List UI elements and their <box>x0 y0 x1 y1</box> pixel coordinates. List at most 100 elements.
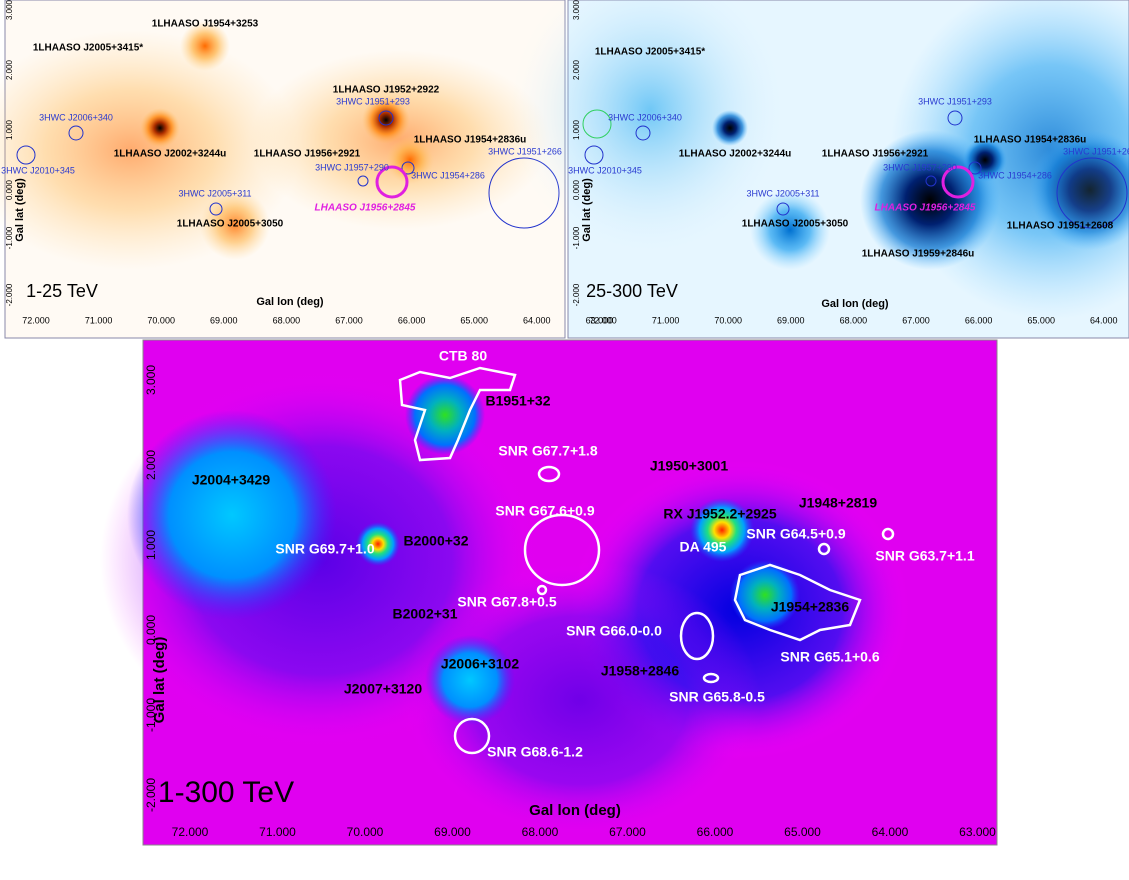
x-tick-label: 65.000 <box>784 825 821 839</box>
y-tick-label: 0.000 <box>5 179 14 200</box>
x-tick-label: 72.000 <box>589 315 617 325</box>
x-tick-label: 63.000 <box>959 825 996 839</box>
source-label: 1LHAASO J1959+2846u <box>862 249 975 260</box>
x-tick-label: 68.000 <box>840 315 868 325</box>
source-label: DA 495 <box>680 539 727 555</box>
source-label: LHAASO J1956+2845 <box>315 203 416 214</box>
source-label: SNR G66.0-0.0 <box>566 623 662 639</box>
source-label: SNR G65.1+0.6 <box>780 649 879 665</box>
emission <box>140 108 180 148</box>
x-tick-label: 65.000 <box>1027 315 1055 325</box>
x-axis-label: Gal lon (deg) <box>529 802 621 819</box>
panel-title: 25-300 TeV <box>586 281 678 301</box>
source-label: J2006+3102 <box>441 656 519 672</box>
x-axis-label: Gal lon (deg) <box>256 296 324 308</box>
source-label: SNR G65.8-0.5 <box>669 689 765 705</box>
source-label: 1LHAASO J2002+3244u <box>679 149 792 160</box>
x-tick-label: 64.000 <box>872 825 909 839</box>
y-tick-label: -2.000 <box>572 283 581 306</box>
source-label: 3HWC J1954+286 <box>978 170 1052 180</box>
source-label: B2002+31 <box>392 606 457 622</box>
emission <box>425 635 515 725</box>
figure: 72.000 71.000 70.000 69.000 68.000 67.000 66.0… <box>0 0 1129 875</box>
source-label: SNR G63.7+1.1 <box>875 548 974 564</box>
y-tick-label: 3.000 <box>5 0 14 20</box>
source-label: 3HWC J2005+311 <box>178 188 251 198</box>
source-label: SNR G67.6+0.9 <box>495 503 594 519</box>
source-label: 3HWC J1954+286 <box>411 170 485 180</box>
x-tick-label: 65.000 <box>460 315 488 325</box>
source-label: 1LHAASO J1956+2921 <box>254 149 361 160</box>
y-tick-label: 3.000 <box>572 0 581 20</box>
x-tick-label: 72.000 <box>172 825 209 839</box>
y-tick-label: 1.000 <box>572 119 581 140</box>
y-tick-label: -2.000 <box>5 283 14 306</box>
emission <box>127 410 337 620</box>
y-tick-label: -2.000 <box>144 778 158 812</box>
y-axis-label: Gal lat (deg) <box>151 637 168 724</box>
x-tick-label: 66.000 <box>965 315 993 325</box>
x-tick-label: 67.000 <box>609 825 646 839</box>
x-tick-label: 66.000 <box>398 315 426 325</box>
source-label: J2007+3120 <box>344 681 422 697</box>
source-label: 1LHAASO J2005+3415* <box>33 43 143 54</box>
y-tick-label: 2.000 <box>572 59 581 80</box>
source-label: 1LHAASO J2005+3050 <box>742 219 849 230</box>
emission <box>712 110 748 146</box>
x-axis-label: Gal lon (deg) <box>821 298 889 310</box>
source-label: B2000+32 <box>403 533 468 549</box>
source-label: 1LHAASO J1952+2922 <box>333 85 440 96</box>
x-tick-label: 72.000 <box>22 315 50 325</box>
x-tick-label: 71.000 <box>85 315 113 325</box>
x-tick-label: 66.000 <box>697 825 734 839</box>
x-tick-label: 69.000 <box>210 315 238 325</box>
source-label: 1LHAASO J1954+2836u <box>974 135 1087 146</box>
source-label: SNR G67.8+0.5 <box>457 594 556 610</box>
x-tick-label: 71.000 <box>652 315 680 325</box>
source-label: 3HWC J1951+293 <box>918 96 992 106</box>
x-tick-label: 68.000 <box>522 825 559 839</box>
y-axis-label: Gal lat (deg) <box>14 178 26 242</box>
x-tick-label: 70.000 <box>147 315 175 325</box>
source-label: 3HWC J2006+340 <box>39 112 113 122</box>
y-tick-label: 1.000 <box>144 530 158 560</box>
source-label: SNR G68.6-1.2 <box>487 744 583 760</box>
source-label: 1LHAASO J1954+3253 <box>152 19 259 30</box>
source-label: 1LHAASO J2005+3415* <box>595 47 705 58</box>
source-label: J1958+2846 <box>601 663 679 679</box>
x-tick-label: 70.000 <box>347 825 384 839</box>
source-label: J1954+2836 <box>771 599 849 615</box>
source-label: 1LHAASO J2005+3050 <box>177 219 284 230</box>
x-tick-label: 69.000 <box>434 825 471 839</box>
panel-title: 1-300 TeV <box>158 776 294 809</box>
x-tick-label: 71.000 <box>259 825 296 839</box>
source-label: 3HWC J2010+345 <box>568 165 642 175</box>
y-tick-label: -1.000 <box>572 226 581 249</box>
source-label: B1951+32 <box>485 393 550 409</box>
x-tick-label: 69.000 <box>777 315 805 325</box>
source-label: 3HWC J1957+290 <box>315 162 389 172</box>
y-tick-label: 3.000 <box>144 365 158 395</box>
y-tick-label: 2.000 <box>144 450 158 480</box>
source-label: SNR G69.7+1.0 <box>275 541 374 557</box>
source-label: J2004+3429 <box>192 472 270 488</box>
page: 72.000 71.000 70.000 69.000 68.000 67.000 66.0… <box>0 0 1129 875</box>
x-tick-label: 68.000 <box>273 315 301 325</box>
y-axis-label: Gal lat (deg) <box>581 178 593 242</box>
source-label: 3HWC J1951+266 <box>488 146 562 156</box>
x-tick-label: 64.000 <box>1090 315 1118 325</box>
source-label: SNR G64.5+0.9 <box>746 526 845 542</box>
source-label: 1LHAASO J1951+2608 <box>1007 221 1114 232</box>
panel-1-300tev <box>100 340 997 845</box>
source-label: RX J1952.2+2925 <box>663 506 776 522</box>
y-tick-label: 2.000 <box>5 59 14 80</box>
emission <box>750 190 830 270</box>
source-label: 3HWC J2010+345 <box>1 165 75 175</box>
x-tick-label: 70.000 <box>714 315 742 325</box>
y-tick-label: 1.000 <box>5 119 14 140</box>
source-label: J1950+3001 <box>650 458 728 474</box>
x-tick-label: 67.000 <box>335 315 363 325</box>
x-tick-label: 67.000 <box>902 315 930 325</box>
source-label: J1948+2819 <box>799 495 877 511</box>
source-label: 1LHAASO J1956+2921 <box>822 149 929 160</box>
